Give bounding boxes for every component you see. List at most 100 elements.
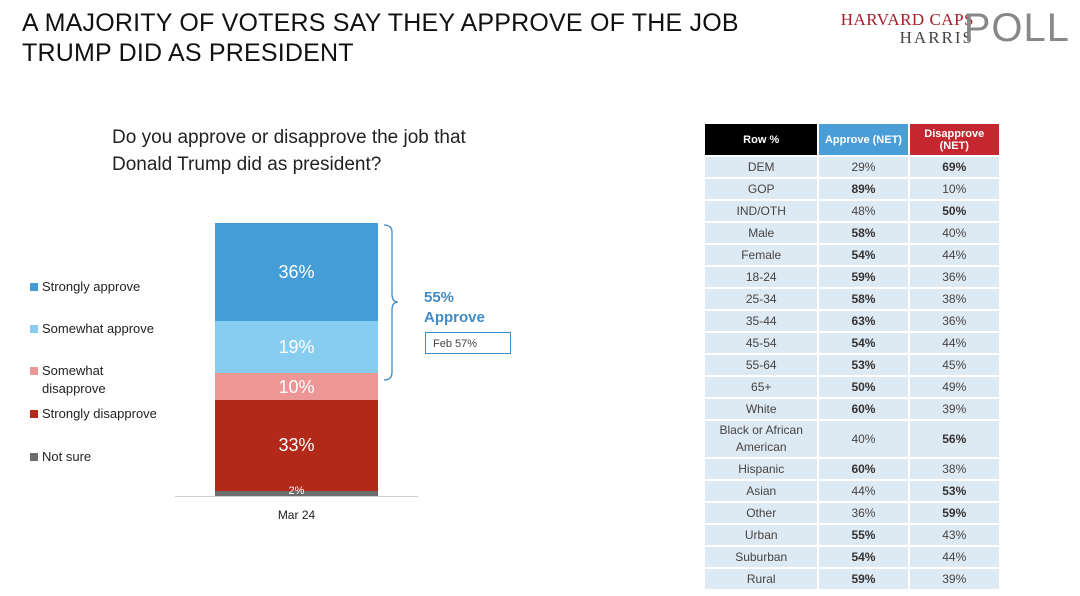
table-row: 35-44 63% 36% — [705, 309, 999, 332]
approve-cell: 29% — [817, 155, 909, 178]
approve-cell: 40% — [817, 419, 909, 458]
approve-cell: 59% — [817, 265, 909, 288]
x-axis-line — [175, 496, 418, 497]
disapprove-cell: 44% — [907, 545, 999, 568]
legend-item-somewhat-approve: Somewhat approve — [30, 320, 180, 338]
harvard-caps-harris-poll-logo: HARVARD CAPS HARRIS POLL — [840, 6, 1070, 52]
approve-cell: 54% — [817, 243, 909, 266]
approve-cell: 59% — [817, 567, 909, 589]
legend-item-strongly-approve: Strongly approve — [30, 278, 180, 296]
data-label: 2% — [288, 484, 305, 497]
disapprove-cell: 59% — [907, 501, 999, 524]
header-disapprove-net: Disapprove (NET) — [907, 124, 999, 156]
disapprove-cell: 10% — [907, 177, 999, 200]
legend-label: Strongly approve — [42, 279, 141, 294]
approve-cell: 44% — [817, 479, 909, 502]
disapprove-cell: 36% — [907, 309, 999, 332]
data-label: 19% — [278, 337, 315, 358]
header-approve-net: Approve (NET) — [817, 124, 909, 156]
legend-item-not-sure: Not sure — [30, 448, 180, 466]
row-label: 35-44 — [705, 309, 819, 332]
disapprove-cell: 44% — [907, 331, 999, 354]
legend-label: Somewhat disapprove — [42, 363, 106, 396]
logo-line-3: POLL — [963, 6, 1070, 50]
net-approve-value: 55% — [424, 289, 455, 306]
data-label: 10% — [278, 376, 315, 397]
row-label: 18-24 — [705, 265, 819, 288]
disapprove-cell: 36% — [907, 265, 999, 288]
approve-cell: 50% — [817, 375, 909, 398]
bar-segment-somewhat-approve — [215, 321, 378, 374]
disapprove-cell: 39% — [907, 567, 999, 589]
x-tick-label: Mar 24 — [277, 508, 316, 522]
row-label: 45-54 — [705, 331, 819, 354]
data-label: 33% — [278, 435, 315, 456]
disapprove-cell: 43% — [907, 523, 999, 546]
table-row: Hispanic 60% 38% — [705, 457, 999, 480]
legend-label: Not sure — [42, 449, 92, 464]
table-row: DEM 29% 69% — [705, 155, 999, 178]
net-approve-label: Approve — [424, 309, 485, 326]
net-approve-annotation: 55% Approve — [424, 288, 485, 328]
crosstab-table: Row % Approve (NET) Disapprove (NET) DEM… — [705, 124, 999, 589]
legend-item-strongly-disapprove: Strongly disapprove — [30, 405, 180, 423]
row-label: Asian — [705, 479, 819, 502]
row-label: Other — [705, 501, 819, 524]
table-row: 55-64 53% 45% — [705, 353, 999, 376]
table-row: 45-54 54% 44% — [705, 331, 999, 354]
table-row: Black or African American 40% 56% — [705, 419, 999, 458]
row-label: 25-34 — [705, 287, 819, 310]
approve-cell: 53% — [817, 353, 909, 376]
legend-swatch — [30, 410, 38, 418]
disapprove-cell: 40% — [907, 221, 999, 244]
table-row: Other 36% 59% — [705, 501, 999, 524]
approve-cell: 58% — [817, 287, 909, 310]
approve-cell: 48% — [817, 199, 909, 222]
row-label: 55-64 — [705, 353, 819, 376]
header-row-pct: Row % — [705, 124, 819, 156]
approve-cell: 58% — [817, 221, 909, 244]
row-label: Male — [705, 221, 819, 244]
legend-label: Somewhat approve — [42, 321, 155, 336]
bar-segment-strongly-approve — [215, 223, 378, 322]
approve-cell: 60% — [817, 397, 909, 420]
legend-swatch — [30, 453, 38, 461]
table-row: 25-34 58% 38% — [705, 287, 999, 310]
legend-swatch — [30, 283, 38, 291]
logo-line-2: HARRIS — [899, 28, 974, 47]
bar-segment-not-sure — [215, 490, 378, 496]
page-title: A MAJORITY OF VOTERS SAY THEY APPROVE OF… — [22, 9, 739, 67]
disapprove-cell: 53% — [907, 479, 999, 502]
approve-cell: 55% — [817, 523, 909, 546]
row-label: Black or African American — [705, 419, 819, 458]
row-label: Female — [705, 243, 819, 266]
row-label: 65+ — [705, 375, 819, 398]
disapprove-cell: 38% — [907, 457, 999, 480]
table-row: Urban 55% 43% — [705, 523, 999, 546]
approve-cell: 36% — [817, 501, 909, 524]
disapprove-cell: 69% — [907, 155, 999, 178]
approve-cell: 54% — [817, 331, 909, 354]
approve-cell: 60% — [817, 457, 909, 480]
bar-segment-strongly-disapprove — [215, 400, 378, 491]
approve-cell: 89% — [817, 177, 909, 200]
survey-question: Do you approve or disapprove the job tha… — [112, 127, 466, 175]
table-row: White 60% 39% — [705, 397, 999, 420]
approve-cell: 54% — [817, 545, 909, 568]
table-row: IND/OTH 48% 50% — [705, 199, 999, 222]
table-header-row: Row % Approve (NET) Disapprove (NET) — [705, 124, 999, 156]
approve-cell: 63% — [817, 309, 909, 332]
row-label: Rural — [705, 567, 819, 589]
logo-line-1: HARVARD CAPS — [840, 10, 974, 29]
table-row: Suburban 54% 44% — [705, 545, 999, 568]
row-label: DEM — [705, 155, 819, 178]
row-label: Suburban — [705, 545, 819, 568]
table-row: Rural 59% 39% — [705, 567, 999, 589]
disapprove-cell: 39% — [907, 397, 999, 420]
table-row: 65+ 50% 49% — [705, 375, 999, 398]
approve-bracket — [383, 224, 399, 381]
disapprove-cell: 49% — [907, 375, 999, 398]
legend-label: Strongly disapprove — [42, 406, 157, 421]
table-row: 18-24 59% 36% — [705, 265, 999, 288]
disapprove-cell: 56% — [907, 419, 999, 458]
